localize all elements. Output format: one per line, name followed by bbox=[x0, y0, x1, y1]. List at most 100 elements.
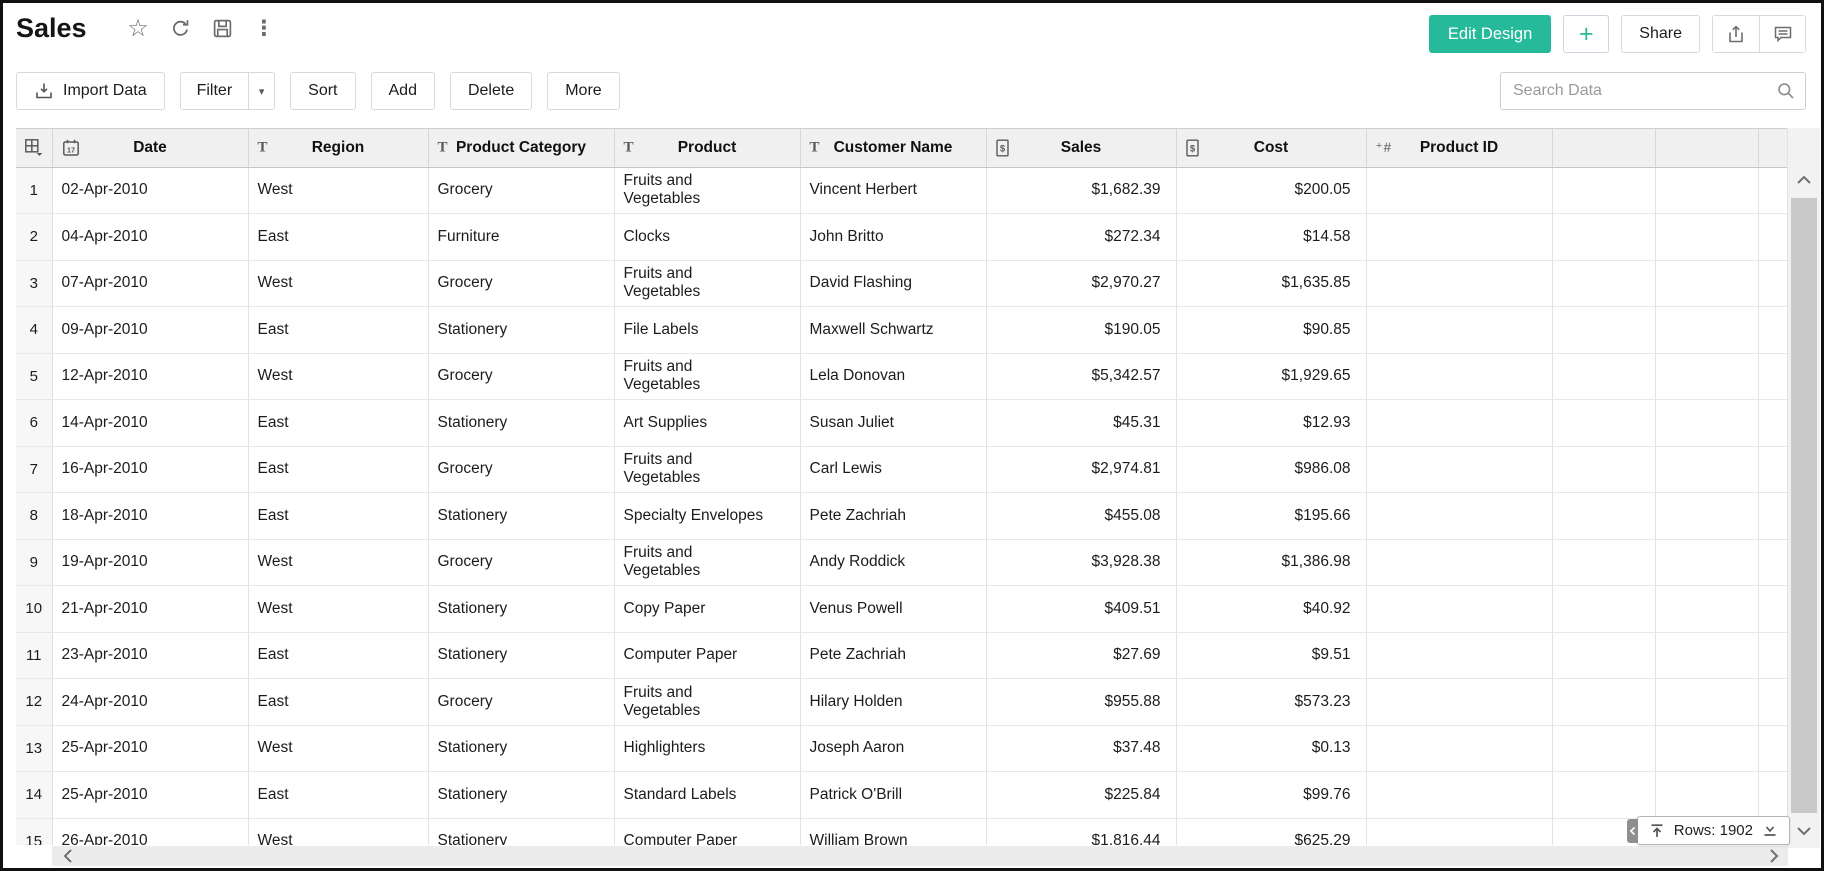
row-number[interactable]: 6 bbox=[16, 400, 52, 447]
cell-cost[interactable]: $1,929.65 bbox=[1176, 353, 1366, 400]
cell-region[interactable]: East bbox=[248, 400, 428, 447]
cell-category[interactable]: Stationery bbox=[428, 725, 614, 772]
cell-category[interactable]: Grocery bbox=[428, 353, 614, 400]
share-button[interactable]: Share bbox=[1621, 15, 1700, 53]
cell-empty[interactable] bbox=[1655, 632, 1758, 679]
cell-empty[interactable] bbox=[1552, 632, 1655, 679]
row-number[interactable]: 10 bbox=[16, 586, 52, 633]
cell-sales[interactable]: $5,342.57 bbox=[986, 353, 1176, 400]
cell-empty[interactable] bbox=[1655, 214, 1758, 261]
cell-empty[interactable] bbox=[1758, 214, 1788, 261]
delete-button[interactable]: Delete bbox=[450, 72, 532, 110]
cell-product-id[interactable] bbox=[1366, 818, 1552, 845]
row-number[interactable]: 4 bbox=[16, 307, 52, 354]
cell-customer[interactable]: Carl Lewis bbox=[800, 446, 986, 493]
cell-date[interactable]: 09-Apr-2010 bbox=[52, 307, 248, 354]
cell-region[interactable]: East bbox=[248, 679, 428, 726]
cell-empty[interactable] bbox=[1655, 679, 1758, 726]
cell-customer[interactable]: Andy Roddick bbox=[800, 539, 986, 586]
cell-customer[interactable]: Joseph Aaron bbox=[800, 725, 986, 772]
cell-empty[interactable] bbox=[1655, 772, 1758, 819]
row-number[interactable]: 15 bbox=[16, 818, 52, 845]
cell-customer[interactable]: Pete Zachriah bbox=[800, 493, 986, 540]
search-input[interactable] bbox=[1500, 72, 1806, 110]
cell-sales[interactable]: $955.88 bbox=[986, 679, 1176, 726]
cell-empty[interactable] bbox=[1552, 353, 1655, 400]
cell-empty[interactable] bbox=[1758, 772, 1788, 819]
cell-customer[interactable]: Patrick O'Brill bbox=[800, 772, 986, 819]
cell-category[interactable]: Grocery bbox=[428, 260, 614, 307]
cell-product-id[interactable] bbox=[1366, 400, 1552, 447]
cell-category[interactable]: Stationery bbox=[428, 772, 614, 819]
filter-dropdown-arrow[interactable]: ▾ bbox=[248, 73, 274, 109]
vertical-scroll-thumb[interactable] bbox=[1791, 198, 1817, 813]
cell-cost[interactable]: $0.13 bbox=[1176, 725, 1366, 772]
cell-sales[interactable]: $225.84 bbox=[986, 772, 1176, 819]
cell-product[interactable]: Fruits and Vegetables bbox=[614, 353, 800, 400]
cell-region[interactable]: East bbox=[248, 772, 428, 819]
cell-product-id[interactable] bbox=[1366, 307, 1552, 354]
cell-sales[interactable]: $1,682.39 bbox=[986, 167, 1176, 214]
cell-empty[interactable] bbox=[1552, 307, 1655, 354]
cell-sales[interactable]: $190.05 bbox=[986, 307, 1176, 354]
select-all-header[interactable] bbox=[16, 129, 52, 167]
cell-empty[interactable] bbox=[1552, 772, 1655, 819]
cell-cost[interactable]: $1,635.85 bbox=[1176, 260, 1366, 307]
cell-product[interactable]: Fruits and Vegetables bbox=[614, 679, 800, 726]
cell-customer[interactable]: Susan Juliet bbox=[800, 400, 986, 447]
cell-region[interactable]: East bbox=[248, 493, 428, 540]
cell-product-id[interactable] bbox=[1366, 725, 1552, 772]
cell-customer[interactable]: William Brown bbox=[800, 818, 986, 845]
cell-sales[interactable]: $27.69 bbox=[986, 632, 1176, 679]
cell-cost[interactable]: $195.66 bbox=[1176, 493, 1366, 540]
cell-product-id[interactable] bbox=[1366, 679, 1552, 726]
row-number[interactable]: 12 bbox=[16, 679, 52, 726]
cell-cost[interactable]: $14.58 bbox=[1176, 214, 1366, 261]
cell-empty[interactable] bbox=[1655, 307, 1758, 354]
cell-date[interactable]: 16-Apr-2010 bbox=[52, 446, 248, 493]
add-new-button[interactable]: + bbox=[1563, 15, 1609, 53]
cell-empty[interactable] bbox=[1655, 167, 1758, 214]
cell-product[interactable]: Fruits and Vegetables bbox=[614, 167, 800, 214]
cell-cost[interactable]: $99.76 bbox=[1176, 772, 1366, 819]
cell-category[interactable]: Grocery bbox=[428, 679, 614, 726]
row-number[interactable]: 3 bbox=[16, 260, 52, 307]
row-number[interactable]: 11 bbox=[16, 632, 52, 679]
cell-cost[interactable]: $573.23 bbox=[1176, 679, 1366, 726]
cell-empty[interactable] bbox=[1758, 586, 1788, 633]
cell-cost[interactable]: $9.51 bbox=[1176, 632, 1366, 679]
column-header-sales[interactable]: $ Sales bbox=[986, 129, 1176, 167]
cell-region[interactable]: West bbox=[248, 818, 428, 845]
cell-cost[interactable]: $90.85 bbox=[1176, 307, 1366, 354]
horizontal-scroll-track[interactable] bbox=[52, 846, 1788, 866]
cell-region[interactable]: West bbox=[248, 353, 428, 400]
cell-product-id[interactable] bbox=[1366, 772, 1552, 819]
cell-category[interactable]: Grocery bbox=[428, 167, 614, 214]
row-number[interactable]: 2 bbox=[16, 214, 52, 261]
cell-region[interactable]: West bbox=[248, 167, 428, 214]
cell-region[interactable]: West bbox=[248, 260, 428, 307]
cell-sales[interactable]: $3,928.38 bbox=[986, 539, 1176, 586]
column-header-customer-name[interactable]: T Customer Name bbox=[800, 129, 986, 167]
cell-product[interactable]: Computer Paper bbox=[614, 632, 800, 679]
cell-empty[interactable] bbox=[1552, 539, 1655, 586]
column-header-date[interactable]: 17 Date bbox=[52, 129, 248, 167]
cell-empty[interactable] bbox=[1655, 446, 1758, 493]
cell-empty[interactable] bbox=[1758, 167, 1788, 214]
cell-sales[interactable]: $409.51 bbox=[986, 586, 1176, 633]
cell-customer[interactable]: Venus Powell bbox=[800, 586, 986, 633]
cell-empty[interactable] bbox=[1655, 586, 1758, 633]
cell-empty[interactable] bbox=[1758, 493, 1788, 540]
favorite-star-icon[interactable]: ☆ bbox=[125, 16, 151, 42]
cell-product[interactable]: Fruits and Vegetables bbox=[614, 539, 800, 586]
cell-empty[interactable] bbox=[1552, 400, 1655, 447]
refresh-icon[interactable] bbox=[167, 16, 193, 42]
cell-sales[interactable]: $455.08 bbox=[986, 493, 1176, 540]
cell-date[interactable]: 21-Apr-2010 bbox=[52, 586, 248, 633]
cell-date[interactable]: 18-Apr-2010 bbox=[52, 493, 248, 540]
cell-date[interactable]: 25-Apr-2010 bbox=[52, 772, 248, 819]
sort-button[interactable]: Sort bbox=[290, 72, 355, 110]
cell-product[interactable]: File Labels bbox=[614, 307, 800, 354]
cell-empty[interactable] bbox=[1655, 400, 1758, 447]
cell-date[interactable]: 12-Apr-2010 bbox=[52, 353, 248, 400]
